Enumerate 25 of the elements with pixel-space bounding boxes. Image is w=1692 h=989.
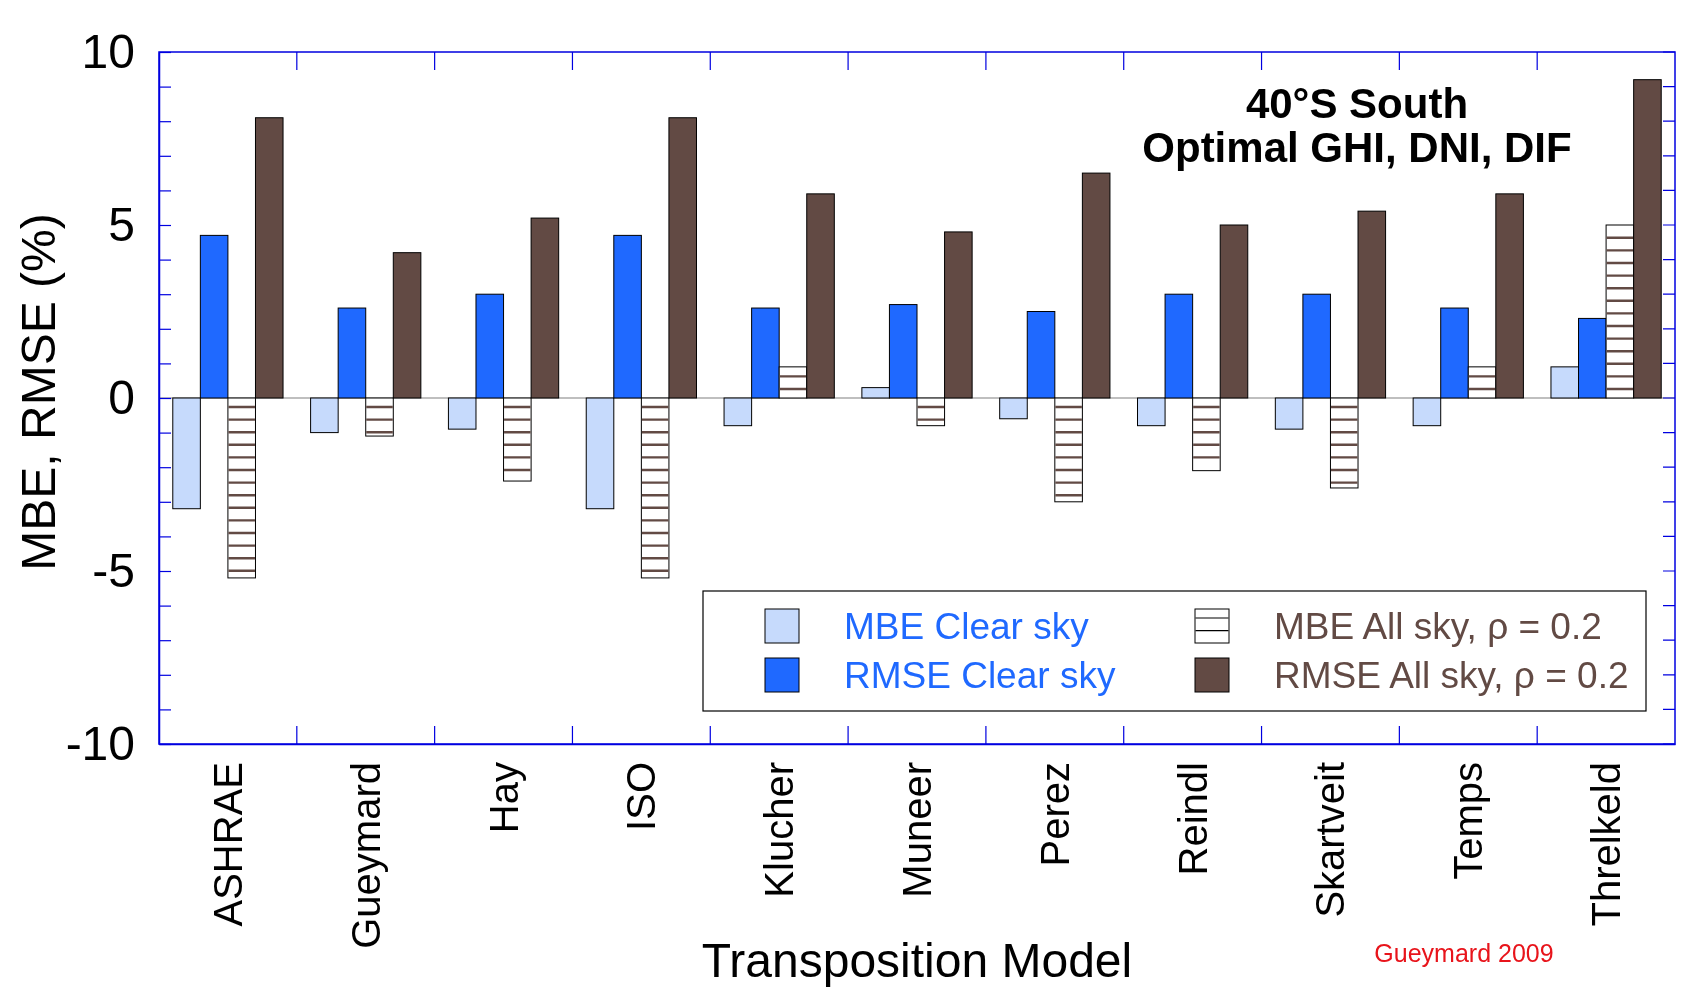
text: Optimal GHI, DNI, DIF — [1142, 124, 1572, 171]
x-tick-label: Klucher — [757, 762, 802, 898]
x-tick-label: Reindl — [1170, 762, 1215, 876]
x-tick-label: Skartveit — [1308, 762, 1353, 918]
legend-label: MBE All sky, ρ = 0.2 — [1274, 605, 1602, 647]
x-tick-label: ASHRAE — [205, 762, 250, 927]
legend-label: RMSE All sky, ρ = 0.2 — [1274, 654, 1629, 696]
x-tick-label: Muneer — [895, 762, 939, 898]
y-tick-label: -10 — [65, 716, 135, 770]
x-tick-label: Perez — [1032, 762, 1077, 867]
text: Gueymard 2009 — [1374, 939, 1554, 967]
x-tick-label: ISO — [619, 762, 664, 831]
text: 40°S South — [1245, 80, 1469, 127]
y-tick-label: 10 — [81, 24, 135, 78]
y-axis-title: MBE, RMSE (%) — [11, 213, 65, 571]
y-tick-label: 0 — [108, 370, 135, 424]
legend-label: RMSE Clear sky — [844, 654, 1116, 696]
x-axis-title: Transposition Model — [701, 934, 1133, 987]
x-tick-label: Threlkeld — [1584, 762, 1629, 927]
x-tick-label: Gueymard — [343, 762, 388, 949]
x-tick-label: Hay — [481, 762, 526, 834]
y-tick-label: 5 — [108, 197, 135, 251]
legend-label: MBE Clear sky — [844, 605, 1090, 647]
y-tick-label: -5 — [92, 543, 135, 597]
x-tick-label: Temps — [1446, 762, 1491, 880]
